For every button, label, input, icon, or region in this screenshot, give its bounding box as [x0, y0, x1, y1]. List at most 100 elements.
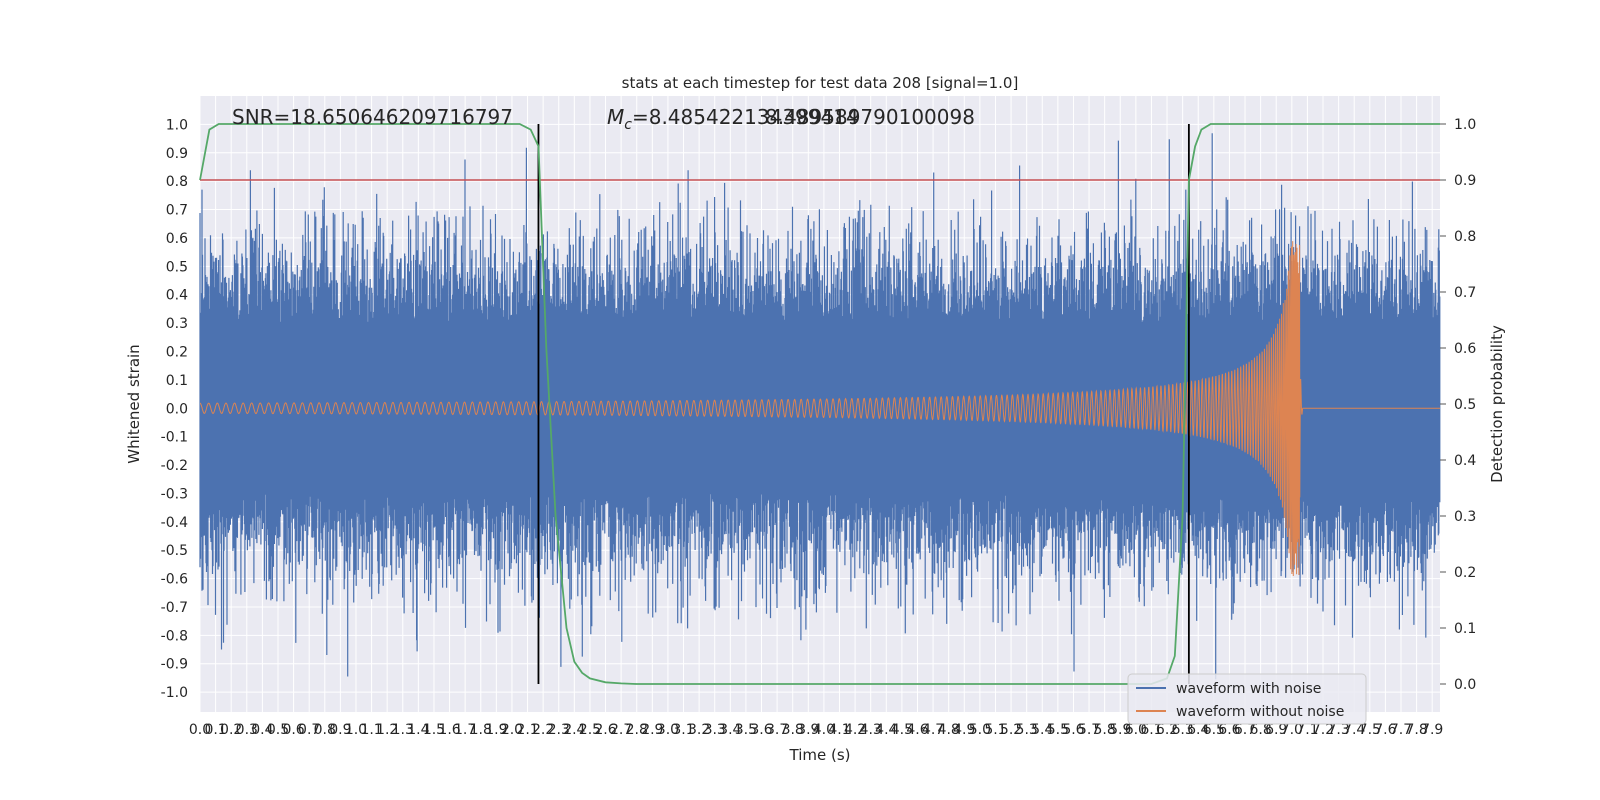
x-tick-label: 5.2 [1000, 722, 1022, 738]
x-tick-label: 5.8 [1094, 722, 1116, 738]
x-tick-label: 0.9 [329, 722, 351, 738]
x-axis-label: Time (s) [789, 746, 851, 764]
y-tick-label: -0.1 [161, 430, 188, 446]
y-tick-label-right: 0.5 [1454, 397, 1476, 413]
series-waveform-without-noise [199, 241, 1440, 577]
x-tick-label: 3.4 [719, 722, 741, 738]
y-tick-label: 0.7 [166, 203, 188, 219]
chirp-mass-annotation-overlap: 8.489589790100098 [765, 105, 975, 129]
x-tick-label: 2.1 [516, 722, 538, 738]
x-tick-label: 6.1 [1140, 722, 1162, 738]
snr-annotation: SNR=18.650646209716797 [232, 105, 513, 129]
x-tick-label: 2.4 [563, 722, 585, 738]
y-ticks-right: 1.0 0.9 0.8 0.7 0.6 0.5 0.4 0.3 0.2 0.1 0.0 [1440, 117, 1476, 693]
x-tick-label: 7.8 [1405, 722, 1427, 738]
x-tick-label: 5.4 [1031, 722, 1053, 738]
x-tick-label: 4.5 [891, 722, 913, 738]
x-tick-label: 0.3 [236, 722, 258, 738]
y-tick-label: 0.9 [166, 146, 188, 162]
chirp-mass-annotation: Mc=8.485422134399414 [607, 105, 859, 133]
x-tick-label: 1.9 [485, 722, 507, 738]
x-tick-label: 7.7 [1390, 722, 1412, 738]
y-axis-label-right: Detection probability [1488, 325, 1506, 483]
y-tick-label: 0.1 [166, 373, 188, 389]
y-tick-label: 0.8 [166, 174, 188, 190]
x-tick-label: 1.4 [407, 722, 429, 738]
y-tick-label: -0.9 [161, 657, 188, 673]
x-tick-label: 2.7 [610, 722, 632, 738]
x-tick-label: 0.7 [298, 722, 320, 738]
y-tick-label-right: 0.8 [1454, 229, 1476, 245]
x-tick-label: 0.0 [189, 722, 211, 738]
x-tick-label: 2.5 [579, 722, 601, 738]
y-tick-label: 1.0 [166, 117, 188, 133]
x-tick-label: 7.4 [1343, 722, 1365, 738]
x-tick-label: 2.0 [501, 722, 523, 738]
x-tick-label: 1.7 [454, 722, 476, 738]
x-tick-label: 5.1 [984, 722, 1006, 738]
x-tick-label: 6.7 [1234, 722, 1256, 738]
legend-label-noisy: waveform with noise [1176, 681, 1321, 697]
x-tick-label: 7.6 [1374, 722, 1396, 738]
y-tick-label-right: 0.9 [1454, 173, 1476, 189]
y-tick-label: -0.8 [161, 628, 188, 644]
x-tick-label: 6.4 [1187, 722, 1209, 738]
y-tick-label-right: 0.1 [1454, 621, 1476, 637]
y-tick-label: -0.6 [161, 572, 188, 588]
y-tick-label-right: 1.0 [1454, 117, 1476, 133]
y-tick-label-right: 0.3 [1454, 509, 1476, 525]
overlay [199, 123, 1440, 685]
x-tick-label: 4.3 [860, 722, 882, 738]
y-tick-label-right: 0.7 [1454, 285, 1476, 301]
x-tick-label: 3.3 [704, 722, 726, 738]
x-tick-label: 1.3 [392, 722, 414, 738]
y-ticks-left: 1.0 0.9 0.8 0.7 0.6 0.5 0.4 0.3 0.2 0.1 0.0 -0.1 -0.… [161, 117, 188, 701]
legend: waveform with noise waveform without noi… [1127, 673, 1367, 725]
x-tick-label: 3.5 [735, 722, 757, 738]
legend-box [1127, 673, 1367, 725]
x-ticks: 0.00.10.20.30.40.50.60.70.80.91.01.11.21… [189, 722, 1443, 738]
x-tick-label: 4.0 [813, 722, 835, 738]
x-tick-label: 0.4 [251, 722, 273, 738]
x-tick-label: 1.5 [423, 722, 445, 738]
y-tick-label-right: 0.0 [1454, 677, 1476, 693]
chart-title: stats at each timestep for test data 208… [622, 74, 1019, 92]
y-tick-label: -0.7 [161, 600, 188, 616]
x-tick-label: 3.7 [766, 722, 788, 738]
y-tick-label: 0.5 [166, 259, 188, 275]
x-tick-label: 5.6 [1062, 722, 1084, 738]
y-tick-label: 0.2 [166, 344, 188, 360]
y-tick-label: -0.4 [161, 515, 188, 531]
y-tick-label: -0.2 [161, 458, 188, 474]
y-tick-label: 0.3 [166, 316, 188, 332]
legend-label-clean: waveform without noise [1176, 704, 1344, 720]
x-tick-label: 7.5 [1359, 722, 1381, 738]
x-tick-label: 7.1 [1296, 722, 1318, 738]
x-tick-label: 3.6 [750, 722, 772, 738]
x-tick-label: 1.0 [345, 722, 367, 738]
x-tick-label: 3.1 [672, 722, 694, 738]
x-tick-label: 4.1 [828, 722, 850, 738]
x-tick-label: 4.2 [844, 722, 866, 738]
x-tick-label: 4.4 [875, 722, 897, 738]
y-tick-label: -0.3 [161, 486, 188, 502]
x-tick-label: 5.5 [1047, 722, 1069, 738]
y-tick-label: 0.4 [166, 288, 188, 304]
x-tick-label: 0.6 [282, 722, 304, 738]
x-tick-label: 6.6 [1218, 722, 1240, 738]
x-tick-label: 4.6 [906, 722, 928, 738]
x-tick-label: 7.0 [1281, 722, 1303, 738]
x-tick-label: 2.6 [594, 722, 616, 738]
y-tick-label: 0.6 [166, 231, 188, 247]
x-tick-label: 1.8 [470, 722, 492, 738]
x-tick-label: 0.1 [204, 722, 226, 738]
x-tick-label: 3.2 [688, 722, 710, 738]
x-tick-label: 6.2 [1156, 722, 1178, 738]
x-tick-label: 2.2 [532, 722, 554, 738]
x-tick-label: 5.3 [1016, 722, 1038, 738]
x-tick-label: 3.0 [657, 722, 679, 738]
x-tick-label: 6.3 [1172, 722, 1194, 738]
detection-probability-curve [199, 123, 1440, 685]
x-tick-label: 1.6 [438, 722, 460, 738]
